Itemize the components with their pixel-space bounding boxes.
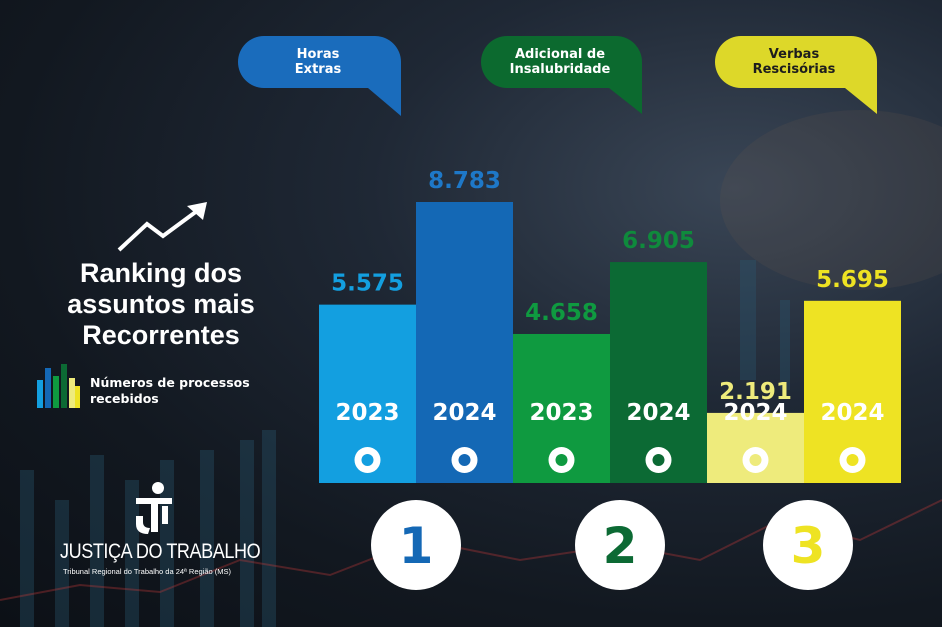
bubble-adicional-insalubridade: Adicional de Insalubridade [481,36,646,118]
circle-marker-center [361,454,374,466]
bar-2 [416,202,513,483]
bar-value-label: 4.658 [525,300,598,326]
bar-year-label: 2024 [432,400,496,426]
circle-marker-center [749,454,762,466]
bubble-shape [715,36,877,114]
bar-4 [610,262,707,483]
bubble-label: Verbas Rescisórias [752,47,836,77]
rank-number: 3 [791,517,826,575]
bar-value-label: 5.695 [816,267,889,293]
circle-marker-center [458,454,471,466]
bar-value-label: 8.783 [428,168,501,194]
bubble-verbas-rescisorias: Verbas Rescisórias [715,36,880,118]
bubble-label: Horas Extras [294,47,342,77]
circle-marker-center [846,454,859,466]
bar-year-label: 2023 [529,400,593,426]
logo-subtitle: Tribunal Regional do Trabalho da 24ª Reg… [63,567,232,576]
circle-marker-center [652,454,665,466]
chart-title: Ranking dos assuntos mais Recorrentes [67,258,255,350]
rank-badge-2 [575,500,665,590]
legend-text: Números de processos recebidos [90,375,250,406]
bar-year-label: 2023 [335,400,399,426]
bar-value-label: 6.905 [622,228,695,254]
bar-year-label: 2024 [723,400,787,426]
rank-number: 1 [399,517,434,575]
bubble-shape [481,36,642,114]
bar-chart-legend-icon [37,364,80,408]
bar-value-label: 2.191 [719,379,792,405]
bubble-horas-extras: Horas Extras [238,36,403,118]
logo-title: JUSTIÇA DO TRABALHO [60,540,261,563]
justica-trabalho-logo-icon [136,482,172,534]
bubble-shape [238,36,401,116]
bar-year-label: 2024 [820,400,884,426]
rank-badge-1 [371,500,461,590]
bubble-label: Adicional de Insalubridade [509,47,611,77]
circle-marker-center [555,454,568,466]
bar-value-label: 5.575 [331,271,404,297]
trend-arrow-icon [117,202,207,252]
rank-number: 2 [603,517,638,575]
rank-badge-3 [763,500,853,590]
bar-year-label: 2024 [626,400,690,426]
